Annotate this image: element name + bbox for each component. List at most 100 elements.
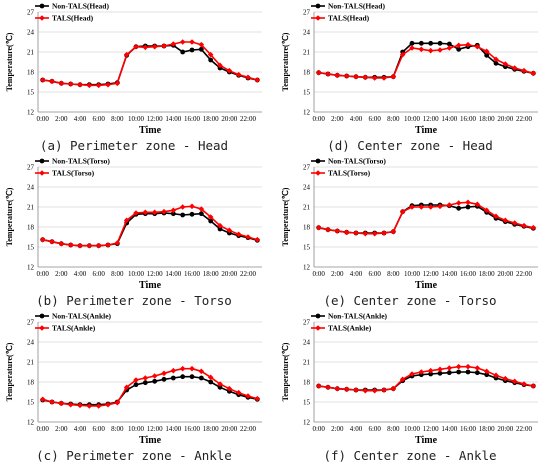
x-tick-label: 2:00: [331, 270, 344, 278]
data-point-non-tals: [198, 46, 204, 52]
data-point-non-tals: [446, 41, 452, 47]
x-tick-label: 18:00: [203, 115, 219, 123]
data-point-non-tals: [456, 369, 462, 375]
data-point-tals: [530, 70, 537, 77]
legend-marker-tals: [315, 325, 321, 331]
data-point-tals: [511, 65, 518, 71]
data-point-tals: [465, 199, 471, 206]
data-point-tals: [315, 224, 322, 231]
data-point-tals: [446, 202, 453, 208]
x-tick-label: 6:00: [92, 270, 105, 278]
data-point-non-tals: [484, 372, 490, 378]
x-tick-label: 0:00: [36, 115, 49, 123]
data-point-tals: [67, 242, 74, 248]
x-tick-label: 16:00: [184, 115, 200, 123]
data-point-tals: [427, 367, 434, 374]
series-tals-line: [42, 367, 258, 407]
data-point-tals: [67, 81, 74, 87]
legend-label: TALS(Torso): [52, 169, 95, 178]
y-tick-label: 24: [27, 339, 35, 347]
x-tick-label: 8:00: [387, 425, 400, 433]
data-point-tals: [390, 228, 397, 235]
y-tick-label: 15: [303, 89, 311, 97]
data-point-tals: [409, 371, 415, 377]
chart-panel: 12 15 18 21 24 27 0:00 2:00 4:00 6:00 8:00 10:00 12:…: [5, 157, 262, 308]
data-point-tals: [325, 384, 331, 391]
data-point-tals: [409, 45, 415, 51]
x-tick-label: 8:00: [111, 270, 124, 278]
data-point-non-tals: [456, 46, 462, 52]
data-point-non-tals: [418, 40, 424, 46]
legend-marker-non-tals: [39, 3, 45, 9]
x-axis-title: Time: [415, 435, 438, 446]
x-tick-label: 22:00: [516, 425, 532, 433]
data-point-tals: [343, 73, 350, 79]
x-tick-label: 12:00: [423, 115, 439, 123]
data-point-tals: [189, 365, 195, 372]
data-point-tals: [39, 236, 46, 243]
x-tick-label: 6:00: [92, 115, 105, 123]
y-tick-label: 15: [303, 244, 311, 252]
x-tick-label: 0:00: [312, 270, 325, 278]
x-tick-label: 8:00: [111, 425, 124, 433]
panel-caption: (c) Perimeter zone - Ankle: [36, 448, 232, 463]
data-point-tals: [49, 238, 55, 245]
series-tals-line: [318, 43, 534, 79]
data-point-tals: [207, 214, 214, 220]
data-point-tals: [114, 80, 121, 87]
data-point-tals: [437, 47, 443, 53]
data-point-tals: [198, 206, 205, 212]
x-tick-label: 4:00: [74, 425, 87, 433]
x-tick-label: 6:00: [368, 115, 381, 123]
legend-marker-tals: [39, 325, 45, 331]
chart-panel: 12 15 18 21 24 27 0:00 2:00 4:00 6:00 8:00 10:00 12:…: [281, 157, 538, 308]
data-point-tals: [58, 400, 65, 407]
y-tick-label: 18: [303, 69, 311, 77]
data-point-tals: [161, 370, 167, 377]
chart-panel: 12 15 18 21 24 27 0:00 2:00 4:00 6:00 8:00 10:00 12:…: [281, 2, 538, 153]
data-point-tals: [381, 230, 387, 236]
legend-marker-non-tals: [39, 313, 45, 319]
panel-caption: (f) Center zone - Ankle: [323, 448, 496, 463]
data-point-tals: [465, 363, 471, 370]
y-tick-label: 21: [27, 359, 35, 367]
data-point-tals: [530, 224, 537, 231]
legend-marker-tals: [39, 15, 45, 21]
x-tick-label: 14:00: [441, 115, 457, 123]
x-tick-label: 22:00: [516, 115, 532, 123]
series-non-tals-line: [318, 371, 534, 391]
x-tick-label: 14:00: [441, 425, 457, 433]
data-point-tals: [511, 378, 518, 385]
x-tick-label: 16:00: [460, 425, 476, 433]
data-point-non-tals: [474, 370, 480, 376]
y-tick-label: 15: [303, 399, 311, 407]
x-tick-label: 12:00: [147, 425, 163, 433]
data-point-non-tals: [493, 60, 499, 66]
y-axis-title: Temperature(℃): [281, 342, 290, 401]
x-tick-label: 20:00: [497, 425, 513, 433]
data-point-tals: [418, 46, 425, 53]
x-tick-label: 20:00: [221, 115, 237, 123]
data-point-non-tals: [180, 374, 186, 380]
y-axis-title: Temperature(℃): [5, 342, 14, 401]
data-point-tals: [77, 81, 83, 88]
x-tick-label: 12:00: [423, 270, 439, 278]
data-point-tals: [86, 242, 93, 249]
x-axis-title: Time: [415, 125, 438, 136]
legend-label: Non-TALS(Torso): [52, 157, 110, 166]
data-point-tals: [334, 72, 341, 79]
legend-marker-non-tals: [39, 158, 45, 164]
data-point-non-tals: [428, 371, 434, 377]
legend-marker-non-tals: [315, 313, 321, 319]
data-point-tals: [217, 62, 223, 69]
data-point-non-tals: [142, 380, 148, 386]
x-tick-label: 4:00: [350, 425, 363, 433]
data-point-tals: [133, 43, 139, 50]
x-tick-label: 4:00: [74, 115, 87, 123]
x-tick-label: 20:00: [221, 270, 237, 278]
legend-marker-tals: [39, 170, 45, 176]
x-tick-label: 18:00: [203, 425, 219, 433]
y-tick-label: 27: [27, 9, 35, 17]
y-axis-title: Temperature(℃): [5, 32, 14, 91]
data-point-tals: [58, 240, 65, 247]
